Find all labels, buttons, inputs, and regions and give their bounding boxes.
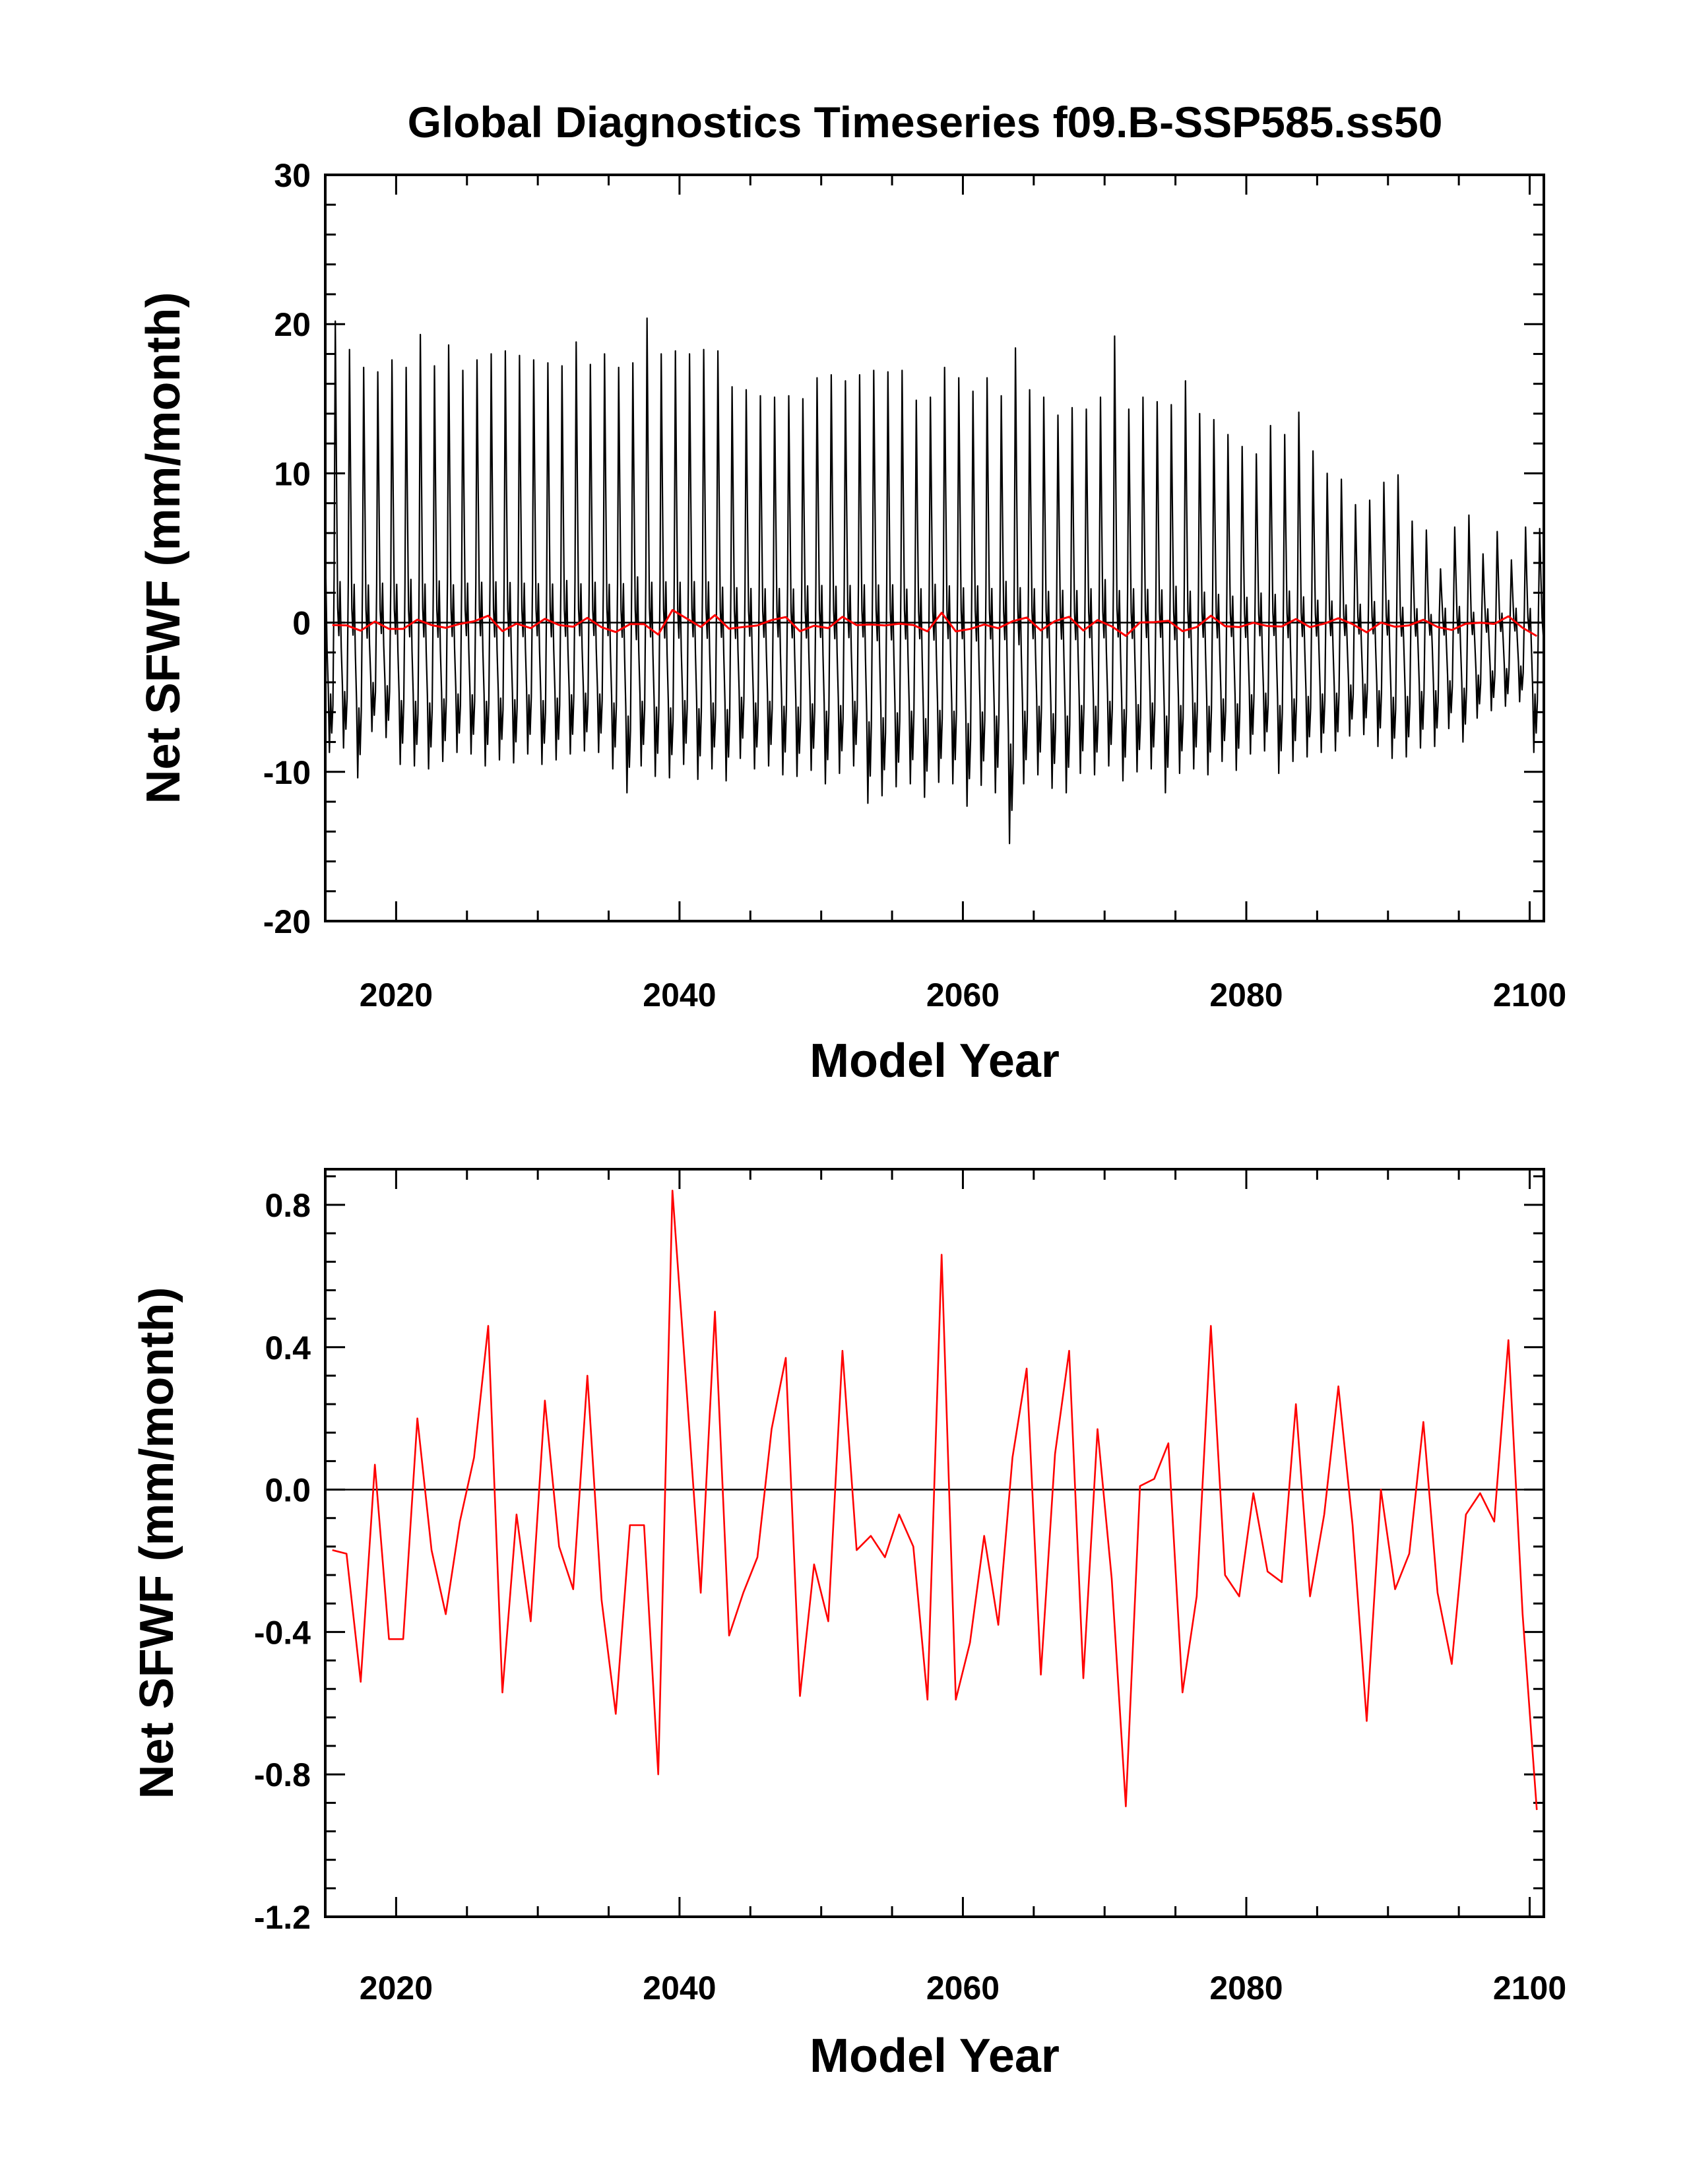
y-tick-label: 0: [292, 605, 311, 642]
y-axis-title: Net SFWF (mm/month): [137, 292, 190, 804]
plot-area: [325, 317, 1544, 845]
x-tick-label: 2020: [360, 1970, 433, 2007]
y-tick-label: 30: [274, 157, 311, 194]
y-tick-label: -0.4: [254, 1614, 311, 1651]
x-tick-label: 2040: [643, 977, 716, 1013]
y-tick-label: 10: [274, 455, 311, 492]
y-tick-label: -10: [263, 754, 311, 791]
series-line-annual: [332, 609, 1538, 637]
y-tick-label: 0.4: [265, 1330, 311, 1366]
x-tick-label: 2100: [1493, 977, 1566, 1013]
y-tick-label: 20: [274, 306, 311, 343]
top-panel: 2020 2040 2060 2080 2100 -20 -10 0 10 20 30 Model Y…: [137, 157, 1566, 1087]
series-line-monthly: [325, 317, 1544, 845]
y-tick-label: -1.2: [254, 1899, 311, 1936]
x-axis-title: Model Year: [810, 2030, 1060, 2082]
x-tick-label: 2040: [643, 1970, 716, 2007]
plot-area: [332, 1190, 1538, 1811]
bottom-panel: 2020 2040 2060 2080 2100 -1.2 -0.8 -0.4 0.0 0.4 0.…: [131, 1168, 1566, 2082]
x-tick-label: 2060: [926, 1970, 1000, 2007]
y-tick-label: -20: [263, 903, 311, 940]
figure-title: Global Diagnostics Timeseries f09.B-SSP5…: [408, 98, 1443, 146]
x-tick-label: 2020: [360, 977, 433, 1013]
series-line-annual: [332, 1190, 1538, 1811]
plot-frame: [324, 174, 1545, 922]
y-tick-label: 0.0: [265, 1472, 311, 1509]
x-tick-label: 2100: [1493, 1970, 1566, 2007]
x-tick-label: 2080: [1209, 977, 1283, 1013]
y-tick-label: -0.8: [254, 1756, 311, 1793]
y-tick-label: 0.8: [265, 1187, 311, 1224]
x-tick-label: 2080: [1209, 1970, 1283, 2007]
x-tick-label: 2060: [926, 977, 1000, 1013]
y-axis-title: Net SFWF (mm/month): [131, 1287, 183, 1799]
plot-frame: [324, 1168, 1545, 1918]
x-axis-title: Model Year: [810, 1035, 1060, 1087]
